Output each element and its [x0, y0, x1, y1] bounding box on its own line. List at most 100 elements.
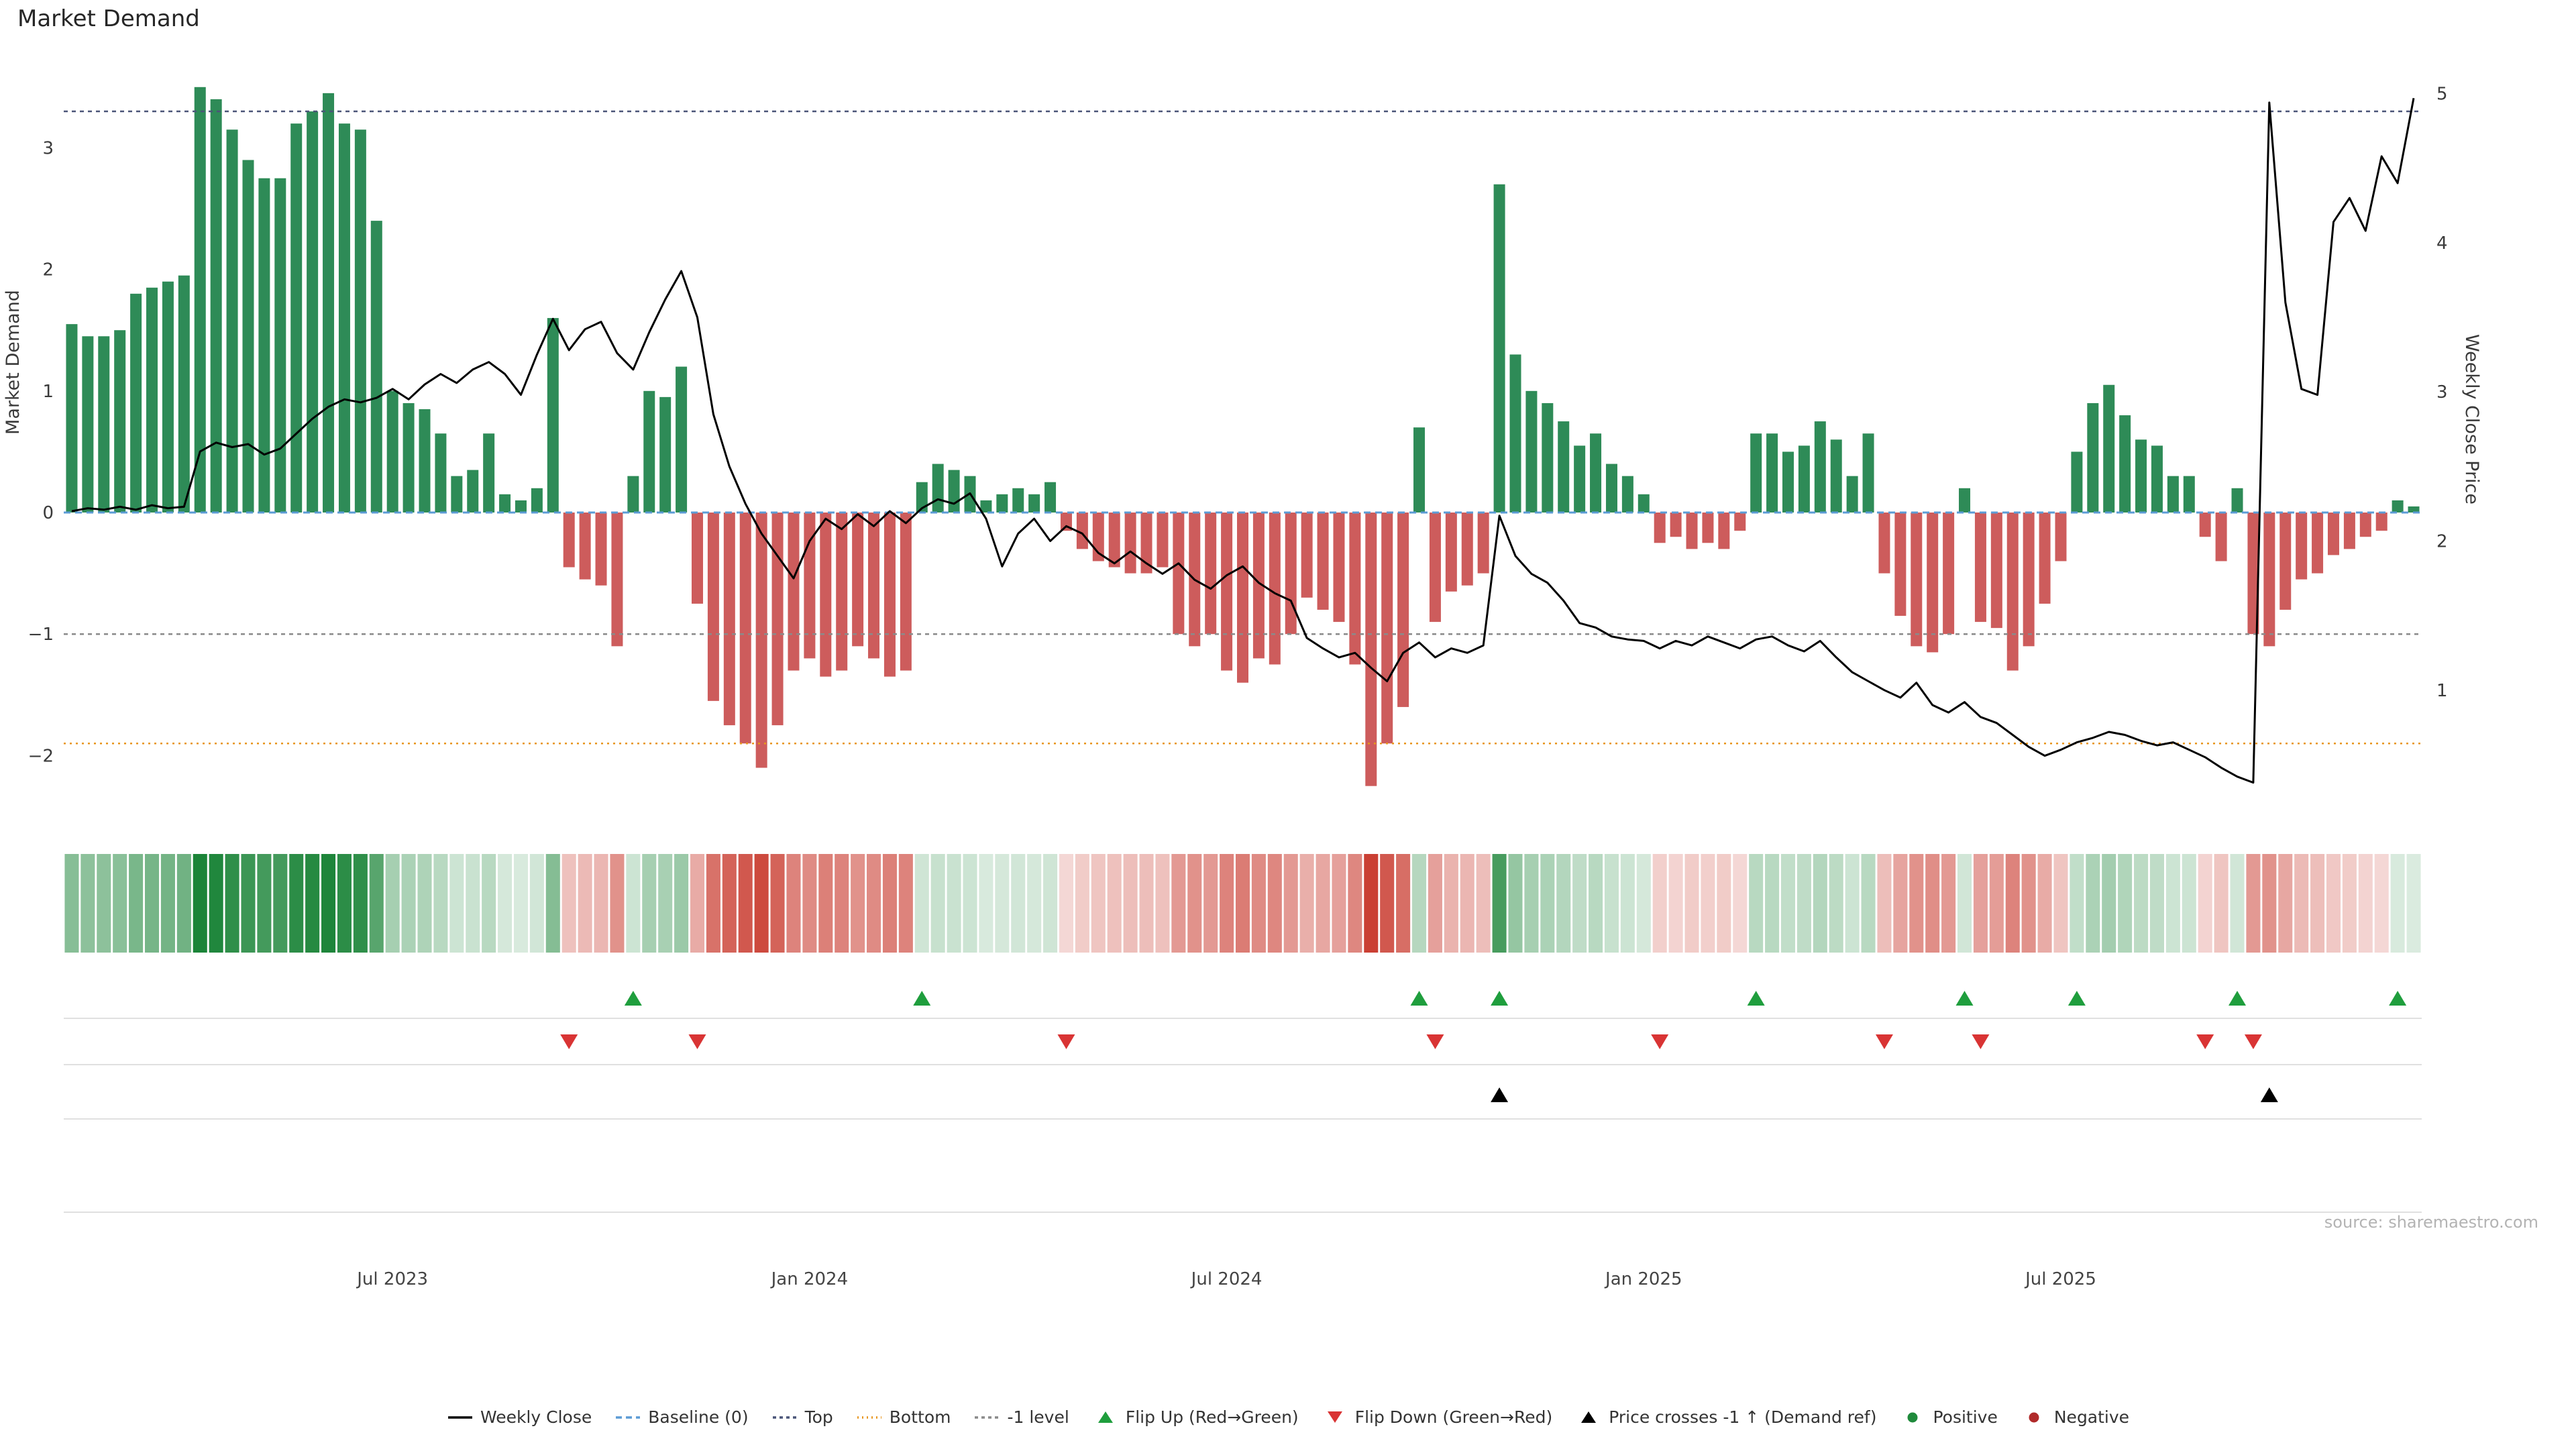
heatmap-cell	[722, 854, 737, 953]
heatmap-cell	[995, 854, 1010, 953]
heatmap-cell	[1717, 854, 1731, 953]
heatmap-cell	[2374, 854, 2389, 953]
heatmap-cell	[1604, 854, 1619, 953]
heatmap-cell	[851, 854, 865, 953]
legend: Weekly Close Baseline (0) Top Bottom -1 leve…	[0, 1407, 2576, 1427]
left-tick-label: −1	[28, 625, 54, 645]
demand-bar-negative	[2006, 513, 2019, 671]
heatmap-cell	[2310, 854, 2325, 953]
demand-bar-positive	[1766, 433, 1778, 513]
demand-bar-negative	[692, 513, 704, 604]
demand-bar-positive	[370, 221, 382, 513]
heatmap-cell	[1428, 854, 1442, 953]
heatmap-cell	[273, 854, 288, 953]
right-tick-label: 4	[2436, 233, 2448, 254]
demand-bar-positive	[1413, 427, 1426, 513]
left-tick-label: −2	[28, 746, 54, 766]
heatmap-cell	[1027, 854, 1042, 953]
demand-bar-negative	[1974, 513, 1986, 623]
heatmap-cell	[867, 854, 881, 953]
demand-heatmap-strip	[64, 854, 2421, 953]
heatmap-cell	[80, 854, 95, 953]
heatmap-cell	[1396, 854, 1411, 953]
heatmap-cell	[1075, 854, 1089, 953]
heatmap-cell	[513, 854, 529, 953]
legend-label: Weekly Close	[480, 1407, 592, 1427]
demand-bar-negative	[1124, 513, 1136, 574]
left-tick-label: 3	[42, 138, 54, 158]
demand-bar-positive	[2392, 500, 2404, 513]
heatmap-cell	[1652, 854, 1667, 953]
heatmap-cell	[417, 854, 432, 953]
demand-bar-positive	[1493, 184, 1505, 513]
demand-bar-negative	[1943, 513, 1955, 635]
demand-bar-negative	[1461, 513, 1473, 586]
demand-bar-negative	[1381, 513, 1393, 744]
demand-bar-positive	[1605, 464, 1617, 513]
heatmap-cell	[1973, 854, 1988, 953]
demand-bar-positive	[130, 293, 142, 513]
heatmap-cell	[2198, 854, 2212, 953]
heatmap-cell	[1636, 854, 1651, 953]
demand-bar-negative	[611, 513, 623, 647]
heatmap-cell	[1187, 854, 1202, 953]
heatmap-cell	[1893, 854, 1908, 953]
demand-bar-negative	[883, 513, 896, 677]
demand-bar-negative	[2263, 513, 2275, 647]
heatmap-cell	[545, 854, 560, 953]
flip-down-icon	[560, 1034, 578, 1049]
demand-bars	[66, 87, 2420, 786]
x-tick-label: Jul 2025	[2024, 1269, 2096, 1289]
demand-bar-negative	[836, 513, 848, 671]
demand-bar-positive	[1621, 476, 1633, 513]
heatmap-cell	[1316, 854, 1330, 953]
legend-label: Positive	[1933, 1407, 1998, 1427]
demand-bar-positive	[386, 390, 398, 513]
demand-bar-negative	[2023, 513, 2035, 647]
heatmap-cell	[160, 854, 175, 953]
demand-bar-negative	[1349, 513, 1361, 665]
demand-bar-negative	[2039, 513, 2051, 604]
heatmap-cell	[1203, 854, 1218, 953]
right-tick-label: 2	[2436, 532, 2448, 552]
heatmap-cell	[594, 854, 608, 953]
heatmap-cell	[1380, 854, 1395, 953]
demand-bar-negative	[2055, 513, 2067, 561]
heatmap-cell	[1813, 854, 1827, 953]
demand-bar-negative	[1076, 513, 1088, 549]
demand-bar-negative	[1205, 513, 1217, 635]
heatmap-cell	[947, 854, 961, 953]
demand-bar-positive	[323, 93, 335, 513]
flip-up-markers	[624, 991, 2407, 1006]
heatmap-cell	[482, 854, 496, 953]
legend-item-negative: Negative	[2021, 1407, 2129, 1427]
demand-bar-negative	[2247, 513, 2259, 635]
left-axis-label: Market Demand	[3, 290, 23, 435]
demand-bar-negative	[2312, 513, 2324, 574]
demand-bar-positive	[402, 402, 415, 513]
heatmap-cell	[674, 854, 689, 953]
legend-label: Flip Up (Red→Green)	[1125, 1407, 1299, 1427]
heatmap-cell	[1267, 854, 1282, 953]
legend-sample-dot-icon	[1907, 1412, 1918, 1422]
demand-bar-positive	[1638, 494, 1650, 513]
demand-bar-positive	[194, 87, 206, 513]
demand-bar-positive	[531, 488, 543, 513]
heatmap-cell	[1620, 854, 1635, 953]
chart-title: Market Demand	[17, 5, 200, 32]
heatmap-cell	[1572, 854, 1587, 953]
heatmap-cell	[1556, 854, 1571, 953]
heatmap-cell	[1749, 854, 1764, 953]
demand-bar-positive	[114, 330, 126, 513]
demand-bar-positive	[2151, 445, 2163, 513]
heatmap-cell	[1043, 854, 1058, 953]
demand-bar-negative	[2296, 513, 2308, 580]
demand-bar-positive	[948, 470, 960, 513]
heatmap-cell	[658, 854, 673, 953]
demand-bar-positive	[1028, 494, 1040, 513]
demand-bar-negative	[1157, 513, 1169, 568]
flip-up-icon	[1410, 991, 1428, 1006]
right-tick-label: 3	[2436, 382, 2448, 402]
demand-bar-positive	[996, 494, 1008, 513]
demand-bar-positive	[1542, 402, 1554, 513]
